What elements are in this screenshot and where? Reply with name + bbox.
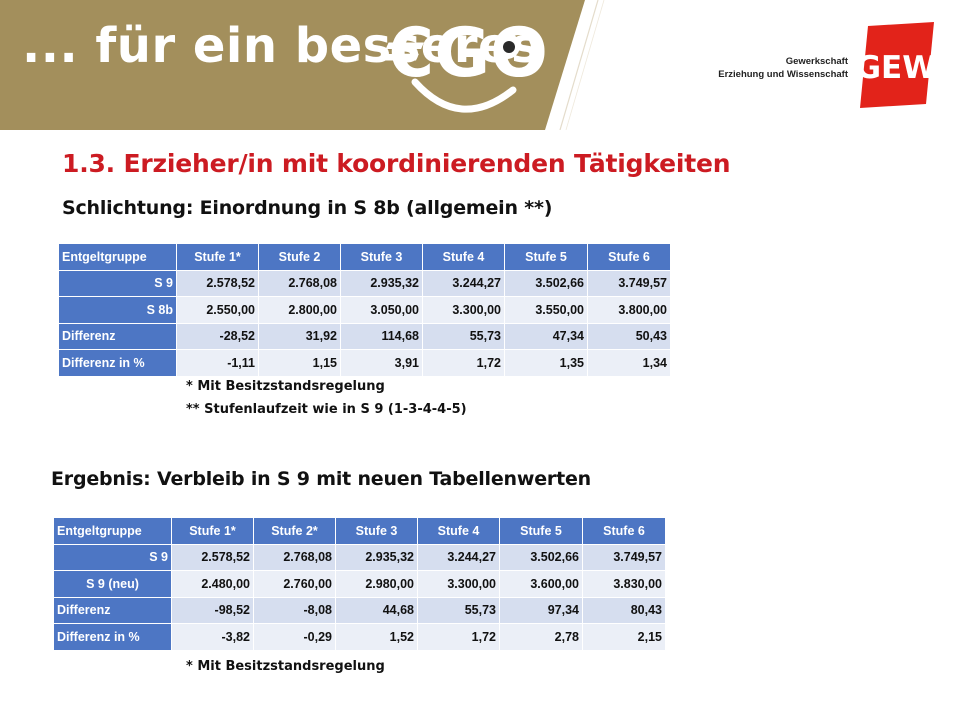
table-cell: 55,73 <box>417 596 500 624</box>
header-cell: Stufe 1* <box>176 243 259 271</box>
header-cell: Stufe 2* <box>253 517 336 545</box>
table-cell: 2.550,00 <box>176 296 259 324</box>
row-label: Differenz <box>58 322 177 350</box>
table-cell: 1,72 <box>422 349 505 377</box>
table-cell: 2.760,00 <box>253 570 336 598</box>
table-cell: 2.480,00 <box>171 570 254 598</box>
table-cell: 31,92 <box>258 322 341 350</box>
table-cell: 47,34 <box>504 322 588 350</box>
table-row: S 8b 2.550,00 2.800,00 3.050,00 3.300,00… <box>58 296 671 324</box>
table-cell: 80,43 <box>582 596 666 624</box>
footnote: * Mit Besitzstandsregelung <box>186 659 385 674</box>
header-cell: Stufe 6 <box>582 517 666 545</box>
table-cell: 1,35 <box>504 349 588 377</box>
section-1-heading: Schlichtung: Einordnung in S 8b (allgeme… <box>62 197 553 219</box>
gew-logo: GEW <box>858 22 936 108</box>
table-cell: 50,43 <box>587 322 671 350</box>
table-cell: 44,68 <box>335 596 418 624</box>
footnote: * Mit Besitzstandsregelung <box>186 379 385 394</box>
table-cell: -0,29 <box>253 623 336 651</box>
table-cell: 3.800,00 <box>587 296 671 324</box>
ego-mark-text: €GO <box>385 14 545 93</box>
table-cell: -8,08 <box>253 596 336 624</box>
table-cell: 2.935,32 <box>340 269 423 297</box>
page-title: 1.3. Erzieher/in mit koordinierenden Tät… <box>62 149 731 178</box>
table-row: S 9 2.578,52 2.768,08 2.935,32 3.244,27 … <box>53 543 666 571</box>
table-cell: 3,91 <box>340 349 423 377</box>
header-cell: Stufe 4 <box>422 243 505 271</box>
header-cell: Stufe 5 <box>504 243 588 271</box>
table-cell: 1,72 <box>417 623 500 651</box>
header-cell: Entgeltgruppe <box>53 517 172 545</box>
org-name: Gewerkschaft Erziehung und Wissenschaft <box>718 55 848 81</box>
table-cell: 2,78 <box>499 623 583 651</box>
row-label: Differenz in % <box>58 349 177 377</box>
table-cell: 2.768,08 <box>258 269 341 297</box>
table-cell: 2.578,52 <box>171 543 254 571</box>
table-row: Differenz in % -1,11 1,15 3,91 1,72 1,35… <box>58 349 671 377</box>
row-label: S 9 <box>58 269 177 297</box>
table-cell: 3.244,27 <box>422 269 505 297</box>
table-cell: 1,34 <box>587 349 671 377</box>
row-label: Differenz <box>53 596 172 624</box>
table-cell: -1,11 <box>176 349 259 377</box>
table-cell: -98,52 <box>171 596 254 624</box>
header-cell: Entgeltgruppe <box>58 243 177 271</box>
table-cell: 1,52 <box>335 623 418 651</box>
table-row: S 9 2.578,52 2.768,08 2.935,32 3.244,27 … <box>58 269 671 297</box>
header-cell: Stufe 4 <box>417 517 500 545</box>
table-cell: 3.244,27 <box>417 543 500 571</box>
salary-table-2: Entgeltgruppe Stufe 1* Stufe 2* Stufe 3 … <box>53 517 666 651</box>
header-cell: Stufe 3 <box>340 243 423 271</box>
table-cell: 3.502,66 <box>504 269 588 297</box>
table-cell: 97,34 <box>499 596 583 624</box>
section-2-heading: Ergebnis: Verbleib in S 9 mit neuen Tabe… <box>51 468 591 490</box>
table-cell: 3.050,00 <box>340 296 423 324</box>
table-cell: 1,15 <box>258 349 341 377</box>
org-line-1: Gewerkschaft <box>785 56 848 67</box>
table-row: Differenz -98,52 -8,08 44,68 55,73 97,34… <box>53 596 666 624</box>
header-cell: Stufe 5 <box>499 517 583 545</box>
table-cell: -28,52 <box>176 322 259 350</box>
row-label: S 8b <box>58 296 177 324</box>
slogan: ... für ein besseres <box>22 18 541 74</box>
table-cell: 3.749,57 <box>582 543 666 571</box>
table-cell: -3,82 <box>171 623 254 651</box>
table-cell: 3.830,00 <box>582 570 666 598</box>
table-cell: 3.300,00 <box>422 296 505 324</box>
header-banner: ... für ein besseres €GO Gewerkschaft Er… <box>0 0 960 130</box>
header-cell: Stufe 2 <box>258 243 341 271</box>
table-cell: 114,68 <box>340 322 423 350</box>
table-row: Differenz in % -3,82 -0,29 1,52 1,72 2,7… <box>53 623 666 651</box>
table-cell: 3.749,57 <box>587 269 671 297</box>
table-cell: 2.768,08 <box>253 543 336 571</box>
table-row: Differenz -28,52 31,92 114,68 55,73 47,3… <box>58 322 671 350</box>
row-label: Differenz in % <box>53 623 172 651</box>
org-line-2: Erziehung und Wissenschaft <box>718 69 848 80</box>
gew-logo-text: GEW <box>858 50 936 86</box>
ego-brand-mark: €GO <box>385 14 545 113</box>
table-cell: 2.980,00 <box>335 570 418 598</box>
table-cell: 3.550,00 <box>504 296 588 324</box>
table-cell: 3.600,00 <box>499 570 583 598</box>
table-cell: 2.935,32 <box>335 543 418 571</box>
table-cell: 2,15 <box>582 623 666 651</box>
header-cell: Stufe 1* <box>171 517 254 545</box>
table-header-row: Entgeltgruppe Stufe 1* Stufe 2* Stufe 3 … <box>53 517 666 545</box>
table-cell: 3.300,00 <box>417 570 500 598</box>
header-cell: Stufe 6 <box>587 243 671 271</box>
header-cell: Stufe 3 <box>335 517 418 545</box>
salary-table-1: Entgeltgruppe Stufe 1* Stufe 2 Stufe 3 S… <box>58 243 671 377</box>
table-cell: 3.502,66 <box>499 543 583 571</box>
smile-shape <box>411 78 517 113</box>
row-label: S 9 (neu) <box>53 570 172 598</box>
table-cell: 55,73 <box>422 322 505 350</box>
table-header-row: Entgeltgruppe Stufe 1* Stufe 2 Stufe 3 S… <box>58 243 671 271</box>
table-cell: 2.800,00 <box>258 296 341 324</box>
table-cell: 2.578,52 <box>176 269 259 297</box>
table-row: S 9 (neu) 2.480,00 2.760,00 2.980,00 3.3… <box>53 570 666 598</box>
row-label: S 9 <box>53 543 172 571</box>
footnote: ** Stufenlaufzeit wie in S 9 (1-3-4-4-5) <box>186 402 467 417</box>
banner-background <box>0 0 605 130</box>
